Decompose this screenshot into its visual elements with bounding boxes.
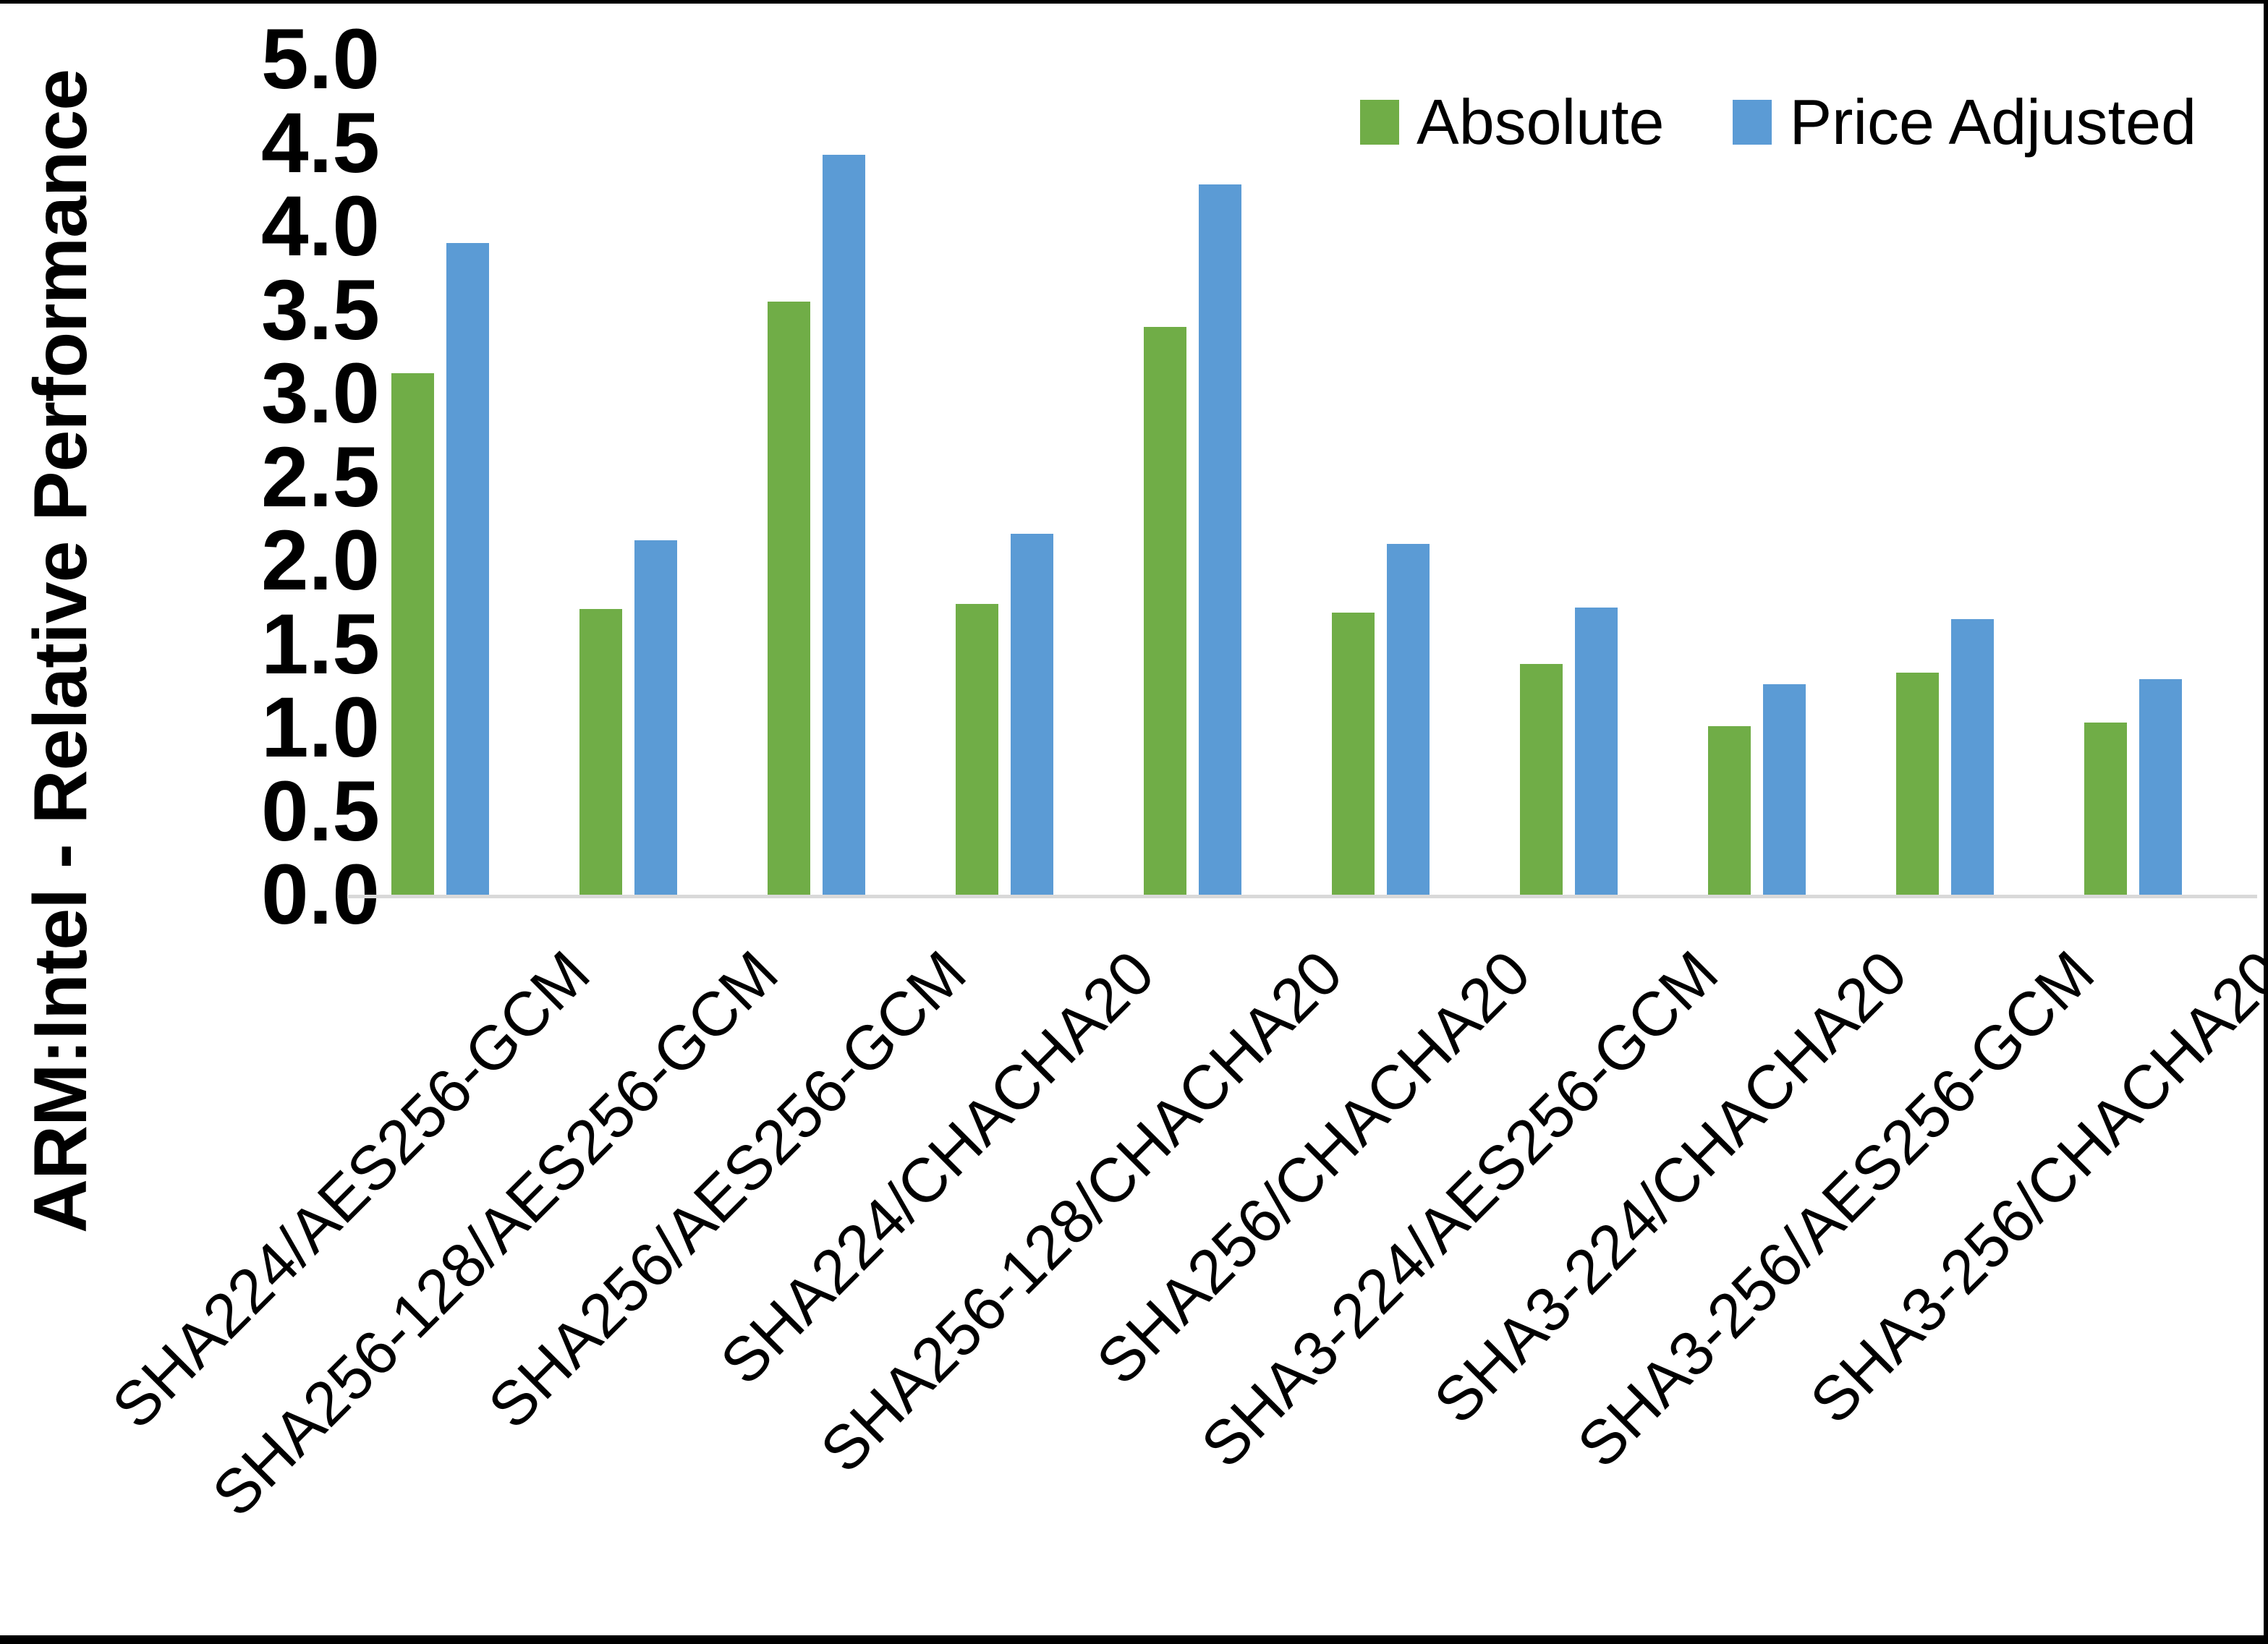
y-tick-label-3.0: 3.0: [260, 346, 380, 441]
bar-price-adjusted-9: [1951, 619, 1994, 895]
legend-label: Absolute: [1417, 86, 1665, 158]
bar-price-adjusted-6: [1387, 544, 1430, 895]
y-tick-label-1.5: 1.5: [260, 596, 380, 692]
y-tick-label-2.0: 2.0: [260, 513, 380, 608]
bar-absolute-2: [579, 609, 622, 895]
y-tick-label-0.5: 0.5: [260, 763, 380, 859]
y-tick-label-4.0: 4.0: [260, 179, 380, 274]
bar-price-adjusted-10: [2139, 679, 2182, 895]
bar-absolute-3: [768, 302, 810, 895]
y-tick-label-4.5: 4.5: [260, 95, 380, 191]
bar-absolute-10: [2084, 723, 2127, 895]
legend-swatch-icon: [1733, 100, 1772, 145]
figure-top-border: [0, 0, 2268, 4]
bar-absolute-5: [1144, 327, 1186, 895]
bar-price-adjusted-3: [823, 155, 865, 895]
bar-absolute-9: [1896, 673, 1939, 895]
legend-item-absolute: Absolute: [1360, 85, 1664, 159]
legend-label: Price Adjusted: [1789, 86, 2197, 158]
bar-absolute-4: [956, 604, 998, 895]
legend-item-price-adjusted: Price Adjusted: [1733, 85, 2196, 159]
figure-bottom-border: [0, 1635, 2268, 1644]
y-tick-label-0.0: 0.0: [260, 847, 380, 942]
bar-absolute-1: [391, 373, 434, 895]
bar-price-adjusted-1: [446, 243, 489, 895]
bar-absolute-8: [1708, 726, 1751, 895]
y-tick-label-3.5: 3.5: [260, 262, 380, 358]
y-tick-label-1.0: 1.0: [260, 680, 380, 775]
bar-price-adjusted-4: [1011, 534, 1053, 895]
bar-price-adjusted-5: [1199, 184, 1241, 895]
figure-right-border: [2264, 0, 2268, 1644]
legend: Absolute Price Adjusted: [1360, 85, 2196, 159]
bar-price-adjusted-8: [1763, 684, 1806, 895]
bar-price-adjusted-2: [634, 540, 677, 895]
plot-area: [347, 59, 2257, 898]
bar-absolute-6: [1332, 613, 1375, 895]
legend-swatch-icon: [1360, 100, 1399, 145]
y-tick-label-5.0: 5.0: [260, 12, 380, 107]
y-tick-label-2.5: 2.5: [260, 429, 380, 525]
bar-price-adjusted-7: [1575, 608, 1618, 895]
bar-absolute-7: [1520, 664, 1563, 895]
